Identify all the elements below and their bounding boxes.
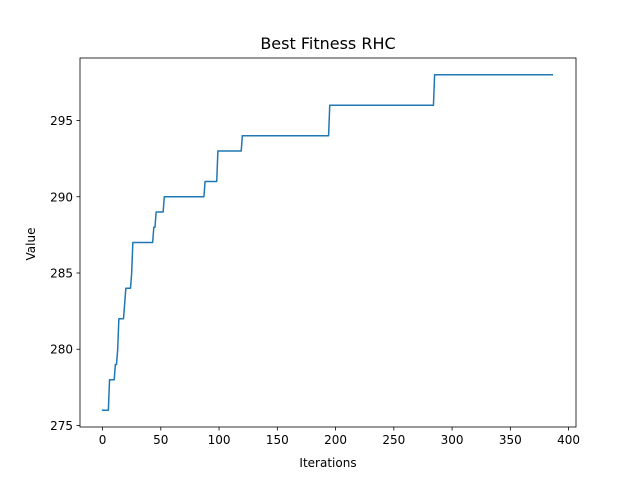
x-tick-label: 100 (208, 433, 231, 447)
y-tick-label: 275 (50, 419, 73, 433)
y-tick-label: 285 (50, 266, 73, 280)
chart-title: Best Fitness RHC (260, 34, 395, 53)
x-tick-label: 300 (441, 433, 464, 447)
y-tick-label: 295 (50, 114, 73, 128)
y-axis-label: Value (24, 228, 38, 261)
x-tick-label: 250 (382, 433, 405, 447)
x-tick-label: 50 (153, 433, 168, 447)
x-tick-label: 200 (324, 433, 347, 447)
series-line-0 (101, 74, 554, 411)
plot-area: 0 50 100 150 200 250 300 350 400 275 280 285 290 295 (50, 57, 580, 447)
x-axis-label: Iterations (299, 456, 356, 470)
y-tick-label: 280 (50, 343, 73, 357)
axes-frame (79, 57, 577, 428)
x-tick-label: 0 (99, 433, 107, 447)
x-tick-label: 350 (499, 433, 522, 447)
x-tick-label: 150 (266, 433, 289, 447)
x-tick-label: 400 (557, 433, 580, 447)
y-tick-label: 290 (50, 190, 73, 204)
